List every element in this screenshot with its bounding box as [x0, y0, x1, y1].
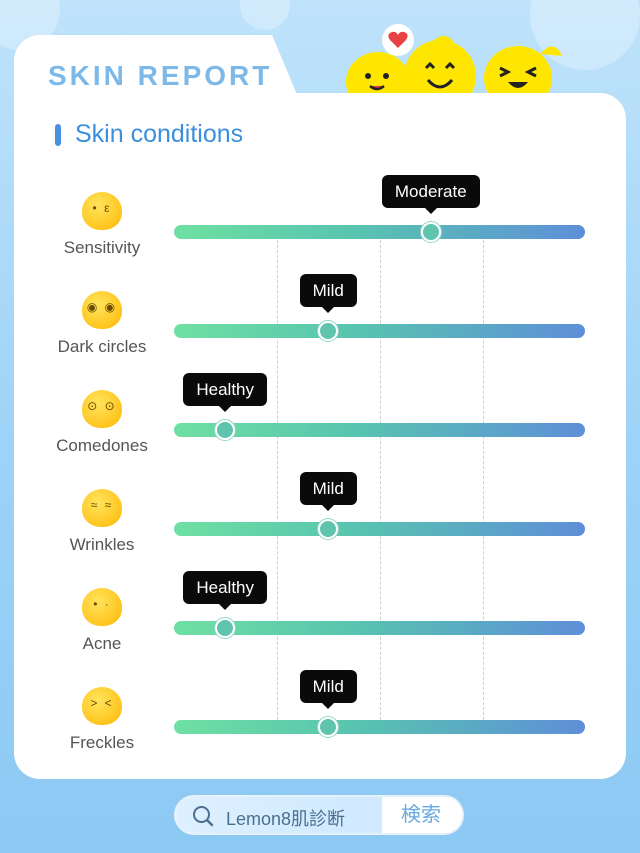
condition-slider-track	[174, 720, 585, 734]
condition-level-tooltip: Mild	[299, 472, 357, 511]
search-query-area[interactable]: Lemon8肌診断	[176, 797, 382, 833]
blush-face-icon: • ε	[82, 192, 122, 230]
heart-bubble-icon	[382, 24, 414, 56]
section-accent-bar	[55, 123, 61, 146]
condition-slider-track	[174, 522, 585, 536]
condition-level-tooltip: Mild	[299, 670, 357, 709]
condition-label: Dark circles	[57, 337, 147, 356]
condition-slider-track	[174, 621, 585, 635]
mascot-right-icon	[484, 46, 562, 98]
search-icon	[193, 806, 214, 827]
condition-row: ◉ ◉ Dark circles Mild	[0, 269, 640, 368]
condition-level-tooltip: Mild	[299, 274, 357, 313]
condition-row: • ε Sensitivity Moderate	[0, 170, 640, 269]
grid-line	[380, 230, 381, 720]
section-header: Skin conditions	[55, 120, 243, 149]
freckled-face-icon: > <	[82, 687, 122, 725]
condition-level-tooltip: Healthy	[183, 571, 268, 610]
condition-slider-track	[174, 423, 585, 437]
condition-slider-knob	[318, 717, 339, 737]
condition-row: ⊙ ⊙ Comedones Healthy	[0, 368, 640, 467]
search-query-text: Lemon8肌診断	[226, 809, 346, 829]
grid-line	[277, 230, 278, 720]
condition-slider-knob	[318, 321, 339, 341]
covering-face-icon: ⊙ ⊙	[82, 390, 122, 428]
grid-line	[483, 230, 484, 720]
search-button[interactable]: 検索	[401, 804, 441, 826]
tired-face-icon: ◉ ◉	[82, 291, 122, 329]
condition-label: Acne	[82, 634, 122, 653]
condition-slider-knob	[318, 519, 339, 539]
search-bar[interactable]: Lemon8肌診断 検索	[174, 795, 464, 835]
condition-slider-knob	[215, 420, 236, 440]
mascot-left-icon	[346, 52, 410, 98]
condition-row: > < Freckles Mild	[0, 665, 640, 764]
section-title: Skin conditions	[75, 120, 244, 148]
pimple-face-icon: • ·	[82, 588, 122, 626]
condition-level-tooltip: Moderate	[381, 175, 480, 214]
mascot-group-icon	[346, 24, 562, 98]
condition-label: Wrinkles	[69, 535, 135, 554]
wrinkled-face-icon: ≈ ≈	[82, 489, 122, 527]
mascot-middle-icon	[404, 36, 476, 98]
condition-label: Freckles	[69, 733, 135, 752]
condition-label: Sensitivity	[63, 238, 141, 257]
condition-level-tooltip: Healthy	[183, 373, 268, 412]
condition-row: ≈ ≈ Wrinkles Mild	[0, 467, 640, 566]
report-title: SKIN REPORT	[48, 60, 273, 91]
condition-row: • · Acne Healthy	[0, 566, 640, 665]
condition-label: Comedones	[56, 436, 148, 455]
condition-slider-knob	[215, 618, 236, 638]
condition-slider-track	[174, 324, 585, 338]
condition-slider-knob	[420, 222, 441, 242]
condition-slider-track	[174, 225, 585, 239]
background-bubble	[240, 0, 290, 30]
